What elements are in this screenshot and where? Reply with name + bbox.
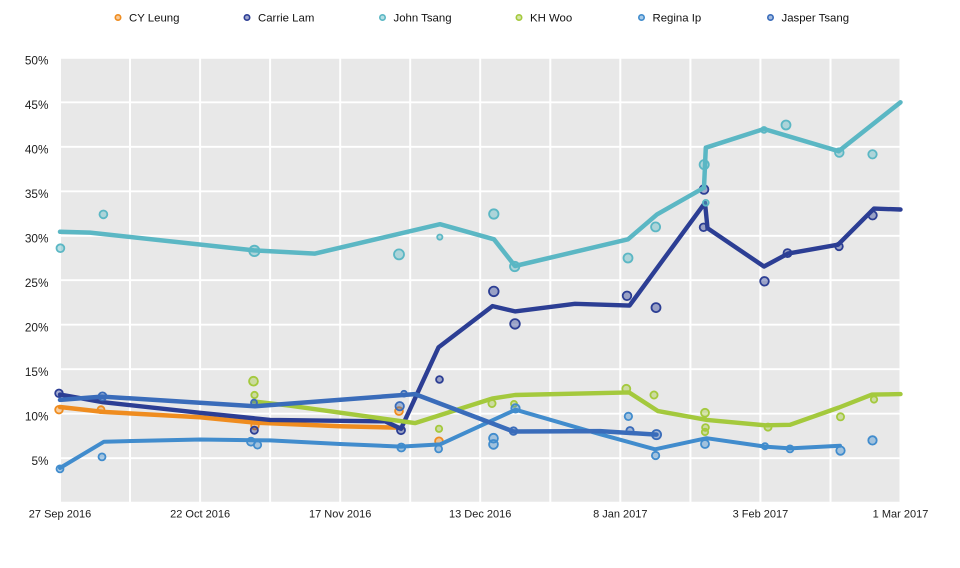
svg-text:1 Mar 2017: 1 Mar 2017 xyxy=(873,509,929,521)
svg-text:Carrie Lam: Carrie Lam xyxy=(258,13,314,25)
svg-text:John Tsang: John Tsang xyxy=(394,13,452,25)
svg-text:22 Oct 2016: 22 Oct 2016 xyxy=(170,509,230,521)
svg-text:50%: 50% xyxy=(25,54,49,68)
svg-text:15%: 15% xyxy=(25,365,49,379)
svg-text:25%: 25% xyxy=(25,276,49,290)
svg-text:20%: 20% xyxy=(25,321,49,335)
svg-text:8 Jan 2017: 8 Jan 2017 xyxy=(593,509,647,521)
svg-text:KH Woo: KH Woo xyxy=(530,13,572,25)
svg-text:5%: 5% xyxy=(31,454,49,468)
svg-text:30%: 30% xyxy=(25,232,49,246)
svg-text:40%: 40% xyxy=(25,143,49,157)
svg-text:CY Leung: CY Leung xyxy=(129,13,179,25)
svg-text:Jasper Tsang: Jasper Tsang xyxy=(782,13,850,25)
svg-text:3 Feb 2017: 3 Feb 2017 xyxy=(733,509,789,521)
svg-text:Regina Ip: Regina Ip xyxy=(653,13,702,25)
svg-text:45%: 45% xyxy=(25,98,49,112)
svg-text:13 Dec 2016: 13 Dec 2016 xyxy=(449,509,511,521)
svg-text:10%: 10% xyxy=(25,410,49,424)
svg-text:35%: 35% xyxy=(25,187,49,201)
svg-text:27 Sep 2016: 27 Sep 2016 xyxy=(29,509,91,521)
svg-text:17 Nov 2016: 17 Nov 2016 xyxy=(309,509,371,521)
